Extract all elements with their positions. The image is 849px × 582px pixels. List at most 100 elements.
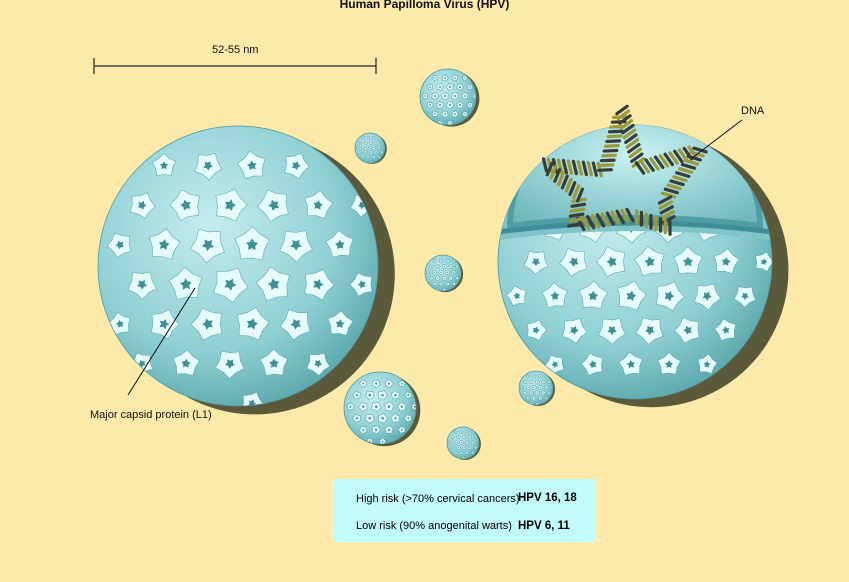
capsomere-center — [443, 94, 447, 98]
capsomere-center — [722, 326, 730, 334]
capsomere-center — [454, 441, 457, 444]
capsomere-center — [381, 440, 384, 443]
capsomere-center — [443, 265, 446, 268]
capsomere-center — [433, 112, 437, 115]
capsomere-center — [359, 142, 361, 144]
capsomere-center — [606, 256, 617, 267]
capsomere-center — [159, 161, 169, 170]
capsomere-center — [440, 271, 442, 274]
small-virion-4 — [343, 371, 417, 445]
risk-label-high: High risk (>70% cervical cancers) — [356, 493, 520, 505]
capsomere-center — [225, 359, 235, 369]
capsomere-center — [472, 452, 474, 454]
capsomere-center — [721, 257, 731, 266]
capsomere-center — [367, 146, 370, 149]
capsomere-center — [362, 156, 364, 158]
capsomere-center — [359, 151, 361, 153]
capsomere-center — [539, 386, 541, 389]
capsomere-center — [430, 277, 433, 279]
capsomere-center — [365, 142, 367, 144]
capsomere-center — [626, 360, 635, 369]
capsomere-center — [381, 151, 383, 153]
capsomere-center — [368, 416, 372, 421]
capsomere-center — [367, 156, 369, 158]
small-virion-2 — [354, 132, 386, 164]
capsomere-center — [455, 431, 457, 433]
capsomere-center — [452, 436, 454, 438]
capsomere-center — [551, 361, 559, 368]
capsomere-center — [440, 260, 442, 262]
capsomere-center — [201, 239, 214, 252]
capsomere-center — [464, 113, 466, 115]
capsomere-center — [466, 431, 468, 433]
capsomere-center — [387, 382, 391, 385]
risk-types-low: HPV 6, 11 — [518, 520, 570, 532]
capsomere-center — [375, 142, 378, 144]
capsomere-center — [400, 382, 403, 385]
capsomere-center — [536, 381, 539, 383]
capsomere-center — [438, 103, 442, 107]
capsomere-center — [393, 416, 397, 420]
capsomere-center — [290, 319, 301, 330]
capsomere-center — [464, 77, 466, 79]
dna-pointer-line — [691, 119, 743, 159]
capsomere-center — [439, 122, 441, 124]
capsomere-center — [469, 104, 471, 106]
capsomere-center — [400, 405, 404, 409]
capsomere-center — [224, 278, 237, 291]
capsomere-center — [545, 375, 547, 377]
capsomere-center — [290, 239, 302, 251]
capsomere-center — [180, 278, 192, 290]
small-virion-6 — [446, 426, 480, 460]
capsomere-center — [268, 199, 279, 211]
capsomere-center — [453, 283, 455, 285]
capsomere-center — [433, 283, 436, 285]
capsomere-center — [524, 381, 526, 383]
capsid-label: Major capsid protein (L1) — [90, 409, 212, 421]
capsomere-center — [457, 436, 460, 438]
capsid-interior — [506, 125, 764, 230]
capsomere-center — [472, 431, 474, 433]
capsomere-center — [423, 95, 426, 97]
capsomere-center — [387, 428, 391, 432]
capsomere-center — [530, 392, 532, 394]
capsomere-center — [703, 360, 711, 368]
capsomere-center — [381, 393, 385, 397]
capsomere-center — [443, 289, 445, 291]
capsomere-center — [430, 265, 433, 268]
capsomere-center — [446, 283, 449, 285]
capsomere-center — [335, 319, 345, 328]
capsomere-center — [542, 381, 544, 383]
capsomere-center — [357, 146, 359, 148]
capsomere-center — [181, 358, 191, 368]
capsomere-center — [469, 86, 471, 88]
dna-strand — [541, 104, 708, 236]
capsomere-center — [292, 161, 301, 171]
capsomere-center — [427, 271, 429, 273]
capsomere-center — [400, 428, 403, 432]
risk-types-high: HPV 16, 18 — [518, 492, 577, 504]
capsomere-center — [475, 447, 477, 449]
capsomere-center — [568, 257, 579, 267]
capsomere-center — [437, 277, 439, 279]
capsomere-center — [533, 397, 535, 399]
capsomere-center — [463, 457, 465, 459]
capsomere-center — [463, 446, 465, 449]
capsomere-center — [443, 277, 446, 279]
capsomere-center — [460, 452, 462, 454]
capsomere-center — [536, 403, 538, 405]
capsomere-center — [448, 85, 452, 89]
capsomere-center — [702, 291, 712, 301]
capsomere-center — [449, 265, 452, 268]
capsomere-center — [313, 200, 324, 210]
capsomere-center — [474, 95, 476, 97]
capsomere-center — [374, 405, 378, 409]
capsomere-center — [524, 392, 526, 394]
capsomere-center — [530, 381, 532, 383]
capsomere-center — [361, 405, 365, 409]
capsomere-center — [645, 325, 655, 336]
risk-table: High risk (>70% cervical cancers) HPV 16… — [334, 479, 596, 542]
capsomere-center — [381, 416, 385, 420]
capsomere-center — [314, 360, 323, 368]
